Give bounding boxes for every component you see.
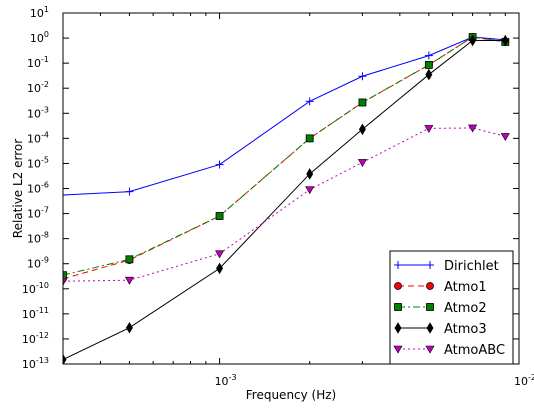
legend: Dirichlet Atmo1 Atmo2 Atmo3 AtmoABC [389, 250, 514, 365]
legend-marker-atmo1 [426, 282, 434, 290]
data-point-dirichlet [358, 72, 367, 81]
data-point-atmoabc [424, 125, 434, 133]
legend-label-dirichlet: Dirichlet [444, 259, 499, 274]
y-tick-label: 10-7 [27, 206, 49, 221]
legend-marker-atmo2 [426, 303, 434, 311]
y-tick-label: 10-8 [27, 231, 49, 246]
data-point-atmo3 [216, 262, 224, 275]
legend-marker-atmo2 [394, 303, 402, 311]
legend-marker-atmoabc [393, 345, 403, 354]
data-point-atmoabc [215, 250, 225, 259]
legend-marker-atmo1 [394, 282, 402, 290]
series-line-atmo1 [63, 36, 506, 280]
data-point-dirichlet [125, 187, 134, 196]
data-point-atmoabc [357, 159, 367, 167]
series-atmoabc [63, 124, 510, 286]
legend-label-atmo3: Atmo3 [444, 322, 487, 337]
y-tick-label: 10-2 [27, 80, 49, 95]
data-point-atmo2 [125, 255, 134, 264]
y-tick-label: 10-5 [27, 155, 49, 170]
legend-marker-dirichlet [394, 261, 402, 269]
y-tick-label: 10-10 [22, 281, 49, 296]
data-point-dirichlet [305, 97, 314, 106]
legend-label-atmo1: Atmo1 [444, 280, 487, 295]
data-point-atmo2 [358, 98, 367, 107]
series-dirichlet [63, 33, 510, 200]
data-point-atmoabc [468, 124, 478, 133]
series-atmo1 [63, 33, 510, 283]
data-point-atmoabc [305, 186, 315, 195]
data-point-atmo2 [305, 134, 314, 143]
data-point-atmoabc [500, 133, 510, 141]
y-tick-label: 10-9 [27, 256, 49, 271]
series-line-dirichlet [63, 36, 506, 196]
x-tick-label: 10-2 [514, 373, 534, 388]
data-point-atmo2 [424, 61, 433, 69]
legend-marker-atmo3 [426, 322, 434, 334]
y-tick-label: 10-3 [27, 105, 49, 120]
data-point-atmo3 [306, 168, 314, 180]
tick-layer: 10-13 10-12 10-11 10-10 10-9 10-8 10-7 10-6 10-5… [22, 5, 534, 388]
data-point-dirichlet [63, 191, 67, 200]
y-axis-label: Relative L2 error [11, 139, 25, 238]
series-line-atmo2 [63, 36, 506, 276]
legend-label-atmo2: Atmo2 [444, 301, 487, 316]
legend-marker-dirichlet [426, 261, 434, 269]
legend-marker-atmo3 [394, 322, 402, 334]
data-point-atmo3 [425, 68, 433, 81]
series-layer [63, 33, 510, 364]
data-point-dirichlet [424, 51, 433, 60]
data-point-atmo3 [63, 353, 67, 364]
data-point-atmo3 [501, 34, 509, 47]
data-point-atmo2 [215, 212, 224, 220]
y-tick-label: 10-11 [22, 306, 49, 321]
series-line-atmoabc [63, 127, 506, 282]
legend-box [389, 250, 514, 365]
data-point-dirichlet [215, 160, 224, 169]
y-tick-label: 100 [30, 30, 49, 45]
series-atmo2 [63, 33, 510, 280]
data-point-atmo3 [469, 34, 477, 47]
legend-marker-atmoabc [425, 345, 435, 354]
data-point-atmo3 [125, 321, 133, 334]
y-tick-label: 10-1 [27, 55, 49, 70]
y-tick-label: 10-12 [22, 331, 49, 346]
y-tick-label: 10-6 [27, 181, 49, 196]
data-point-atmo2 [63, 271, 67, 280]
data-point-atmo3 [358, 123, 366, 136]
series-line-atmo3 [63, 40, 506, 361]
data-point-atmoabc [63, 277, 68, 286]
x-axis-label: Frequency (Hz) [246, 388, 337, 402]
y-tick-label: 10-13 [22, 356, 49, 371]
y-tick-label: 101 [30, 5, 49, 20]
series-atmo3 [63, 34, 509, 364]
data-point-atmoabc [124, 276, 134, 285]
legend-label-atmoabc: AtmoABC [444, 343, 505, 358]
y-tick-label: 10-4 [27, 130, 49, 145]
x-tick-label: 10-3 [215, 373, 237, 388]
